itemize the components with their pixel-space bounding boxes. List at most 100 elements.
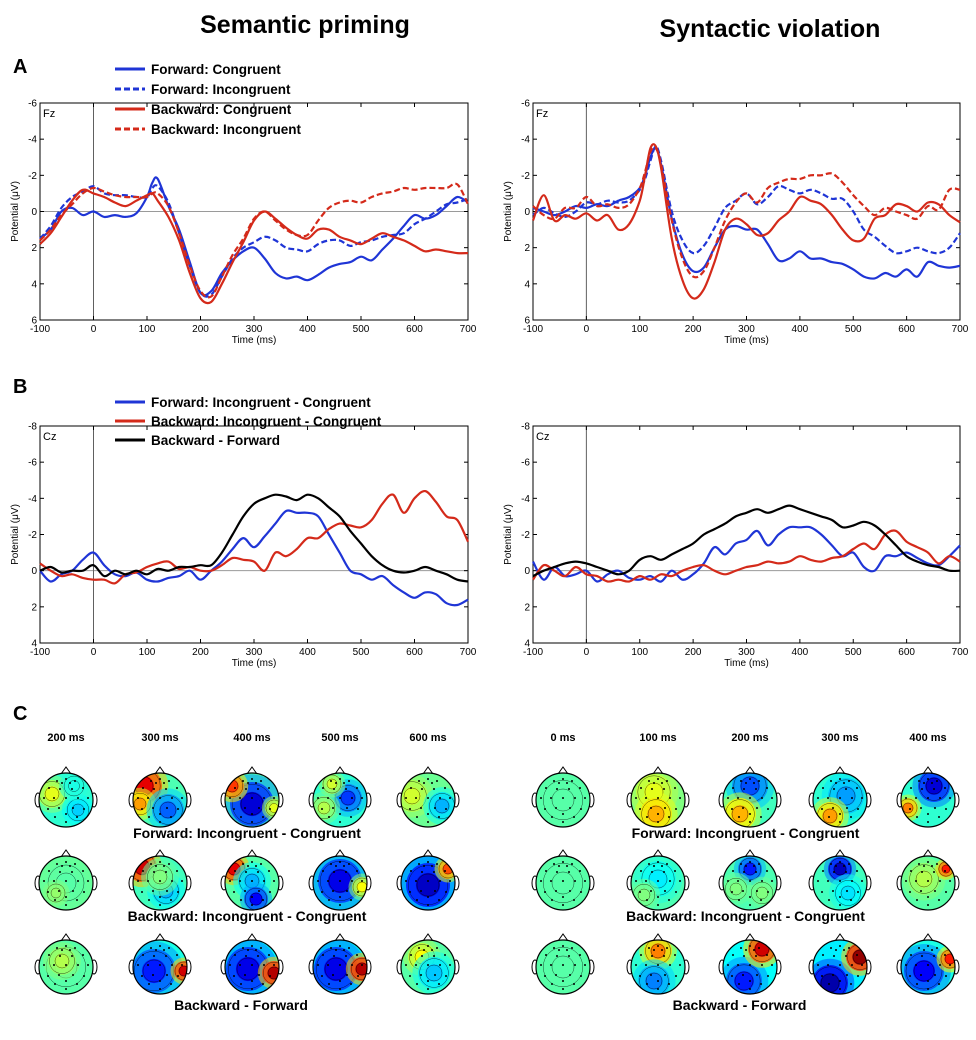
topo-row-label: Backward: Incongruent - Congruent <box>128 908 367 924</box>
electrode <box>328 816 330 818</box>
electrode <box>767 975 769 977</box>
y-tick-label: -2 <box>521 530 530 541</box>
electrode <box>405 797 407 799</box>
scalp-blob-core <box>650 943 666 959</box>
electrode <box>251 778 253 780</box>
electrode <box>639 891 641 893</box>
electrode <box>141 975 143 977</box>
electrode <box>923 782 925 784</box>
contour <box>322 774 342 794</box>
contour <box>641 799 671 827</box>
electrode <box>749 964 751 966</box>
head-outline <box>535 772 591 828</box>
electrode <box>645 797 647 799</box>
electrode <box>234 787 236 789</box>
topomap-right-r1-c2 <box>718 849 782 911</box>
electrode <box>251 980 253 982</box>
electrode <box>653 865 655 867</box>
electrode <box>828 983 830 985</box>
electrode <box>666 780 668 782</box>
electrode <box>436 863 438 865</box>
electrode <box>269 891 271 893</box>
x-tick-label: 600 <box>406 324 423 335</box>
topomap-right-r2-c2 <box>718 933 782 995</box>
electrode <box>944 954 946 956</box>
electrode <box>909 975 911 977</box>
x-axis-label: Time (ms) <box>724 335 769 346</box>
electrode <box>159 945 161 947</box>
electrode <box>76 983 78 985</box>
head-outline <box>400 939 456 995</box>
electrode <box>159 861 161 863</box>
electrode <box>361 797 363 799</box>
electrode <box>938 899 940 901</box>
scalp-map <box>133 940 187 994</box>
contour <box>46 883 66 903</box>
scalp-blob-core <box>159 801 177 819</box>
electrode <box>556 955 558 957</box>
topo-time-label: 100 ms <box>639 732 676 744</box>
scalp-blob-core <box>731 805 749 823</box>
topomap-left-r2-c0 <box>34 933 98 995</box>
electrode <box>444 870 446 872</box>
electrode <box>664 890 666 892</box>
electrode <box>240 899 242 901</box>
electrode <box>648 863 650 865</box>
electrode <box>445 808 447 810</box>
x-tick-label: 300 <box>246 324 263 335</box>
electrode <box>268 870 270 872</box>
electrode <box>566 865 568 867</box>
electrode <box>568 871 570 873</box>
scalp-blob-core <box>637 888 651 902</box>
electrode <box>949 797 951 799</box>
electrode <box>233 808 235 810</box>
y-axis-label: Potential (μV) <box>503 181 514 242</box>
electrode <box>755 788 757 790</box>
electrode <box>933 871 935 873</box>
electrode <box>839 880 841 882</box>
x-tick-label: 0 <box>584 324 590 335</box>
electrode <box>938 983 940 985</box>
topo-time-label: 400 ms <box>233 732 270 744</box>
column-title-right: Syntactic violation <box>660 15 881 43</box>
electrode <box>150 780 152 782</box>
electrode <box>245 788 247 790</box>
scalp-blob-core <box>152 869 168 885</box>
electrode <box>931 949 933 951</box>
legend-entry: Forward: Incongruent - Congruent <box>151 395 371 410</box>
electrode <box>668 899 670 901</box>
scalp-blob-core <box>550 954 576 980</box>
electrode <box>244 807 246 809</box>
electrode <box>822 870 824 872</box>
electrode <box>580 808 582 810</box>
electrode <box>65 904 67 906</box>
electrode <box>727 797 729 799</box>
electrode <box>137 964 139 966</box>
channel-label: Cz <box>43 431 56 443</box>
electrode <box>905 880 907 882</box>
electrode <box>357 975 359 977</box>
electrode <box>427 861 429 863</box>
contour <box>434 798 450 814</box>
contour <box>326 778 338 790</box>
electrode <box>933 788 935 790</box>
head-outline <box>630 939 686 995</box>
electrode <box>148 983 150 985</box>
electrode <box>345 871 347 873</box>
head-outline <box>132 772 188 828</box>
electrode <box>181 880 183 882</box>
head-outline <box>312 939 368 995</box>
electrode <box>923 949 925 951</box>
electrode <box>916 816 918 818</box>
plot-a-left: -100 0 100 200 300 400 500 600 700 -6 -4 -2 0 2 4 6 Time… <box>10 99 477 347</box>
scalp-map <box>39 940 93 994</box>
electrode <box>346 974 348 976</box>
electrode <box>740 947 742 949</box>
electrode <box>321 975 323 977</box>
electrode <box>856 787 858 789</box>
electrode <box>328 983 330 985</box>
electrode <box>43 797 45 799</box>
electrode <box>927 904 929 906</box>
electrode <box>159 797 161 799</box>
electrode <box>740 863 742 865</box>
